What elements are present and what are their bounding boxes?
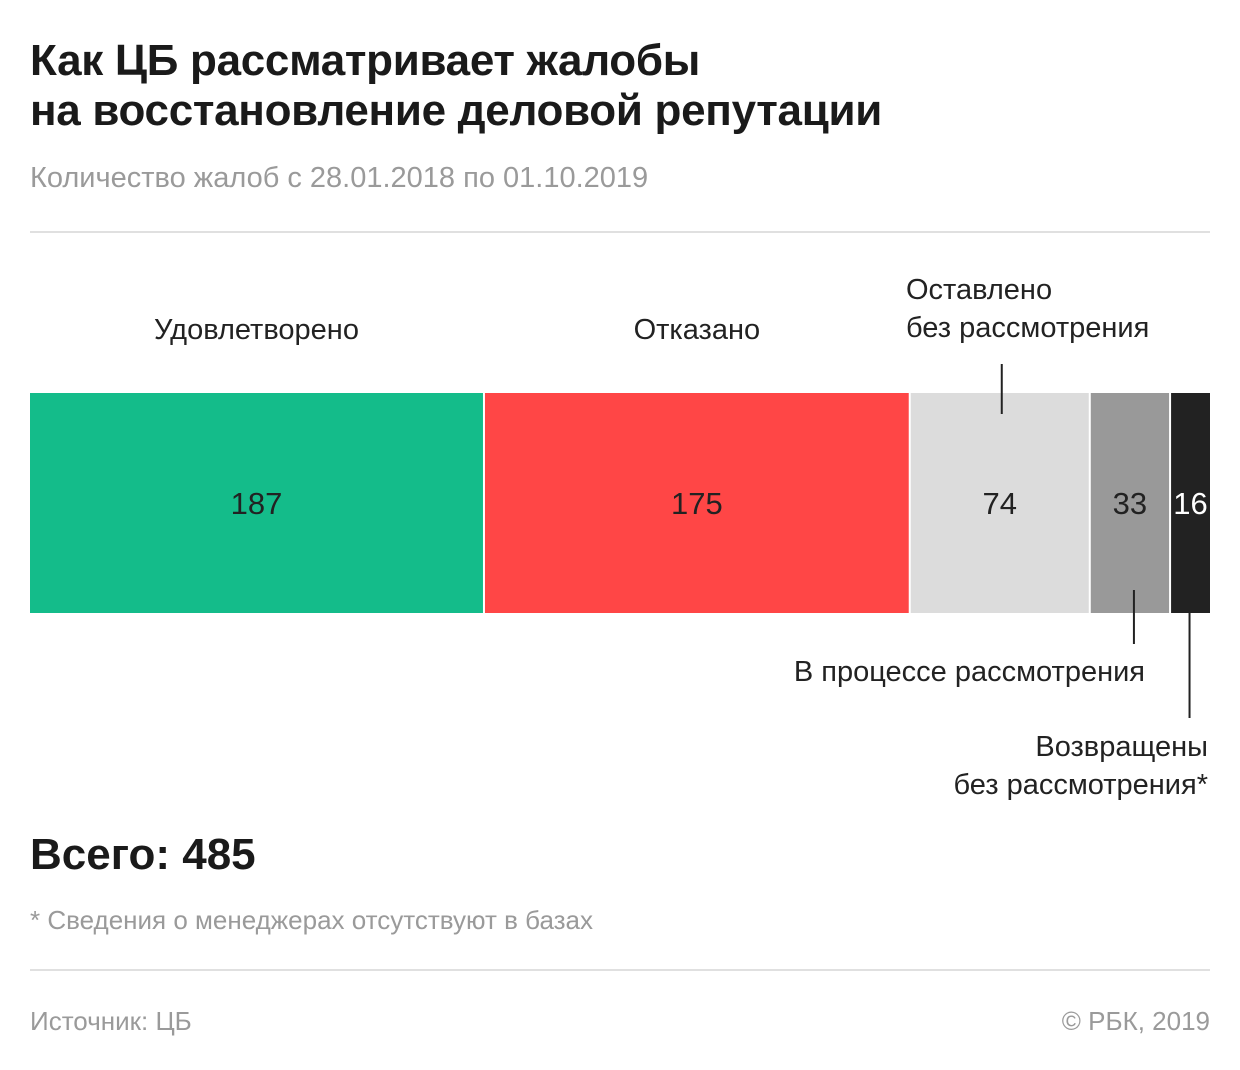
stacked-bar-chart: 187 175 74 33 16 Удовлетворено Отказано Оставле…: [30, 274, 1210, 801]
value-label-2: 175: [671, 486, 723, 521]
bar-segment-4: [1090, 393, 1170, 613]
total-label: Всего:: [30, 830, 170, 879]
bar-segment-2: [484, 393, 909, 613]
bar-segment-1: [30, 393, 483, 613]
category-label-1: Удовлетворено: [154, 314, 359, 346]
chart-title: Как ЦБ рассматривает жалобы на восстанов…: [30, 36, 1210, 136]
value-label-4: 33: [1113, 486, 1147, 521]
value-label-3: 74: [983, 486, 1017, 521]
title-line-1: Как ЦБ рассматривает жалобы: [30, 36, 701, 85]
value-label-1: 187: [231, 486, 283, 521]
chart-subtitle: Количество жалоб с 28.01.2018 по 01.10.2…: [30, 162, 649, 194]
footnote: * Сведения о менеджерах отсутствуют в ба…: [30, 905, 593, 935]
category-label-2: Отказано: [634, 314, 761, 346]
value-label-5: 16: [1173, 486, 1207, 521]
copyright: © РБК, 2019: [1061, 1006, 1210, 1036]
category-label-4: В процессе рассмотрения: [794, 656, 1145, 688]
total-value: 485: [182, 830, 256, 879]
top-divider: [30, 231, 1210, 233]
category-label-3: Оставлено без рассмотрения: [906, 274, 1149, 344]
bar-segment-3: [910, 393, 1089, 613]
title-line-2: на восстановление деловой репутации: [30, 86, 882, 135]
bar-segment-5: [1171, 393, 1210, 613]
source-credit: Источник: ЦБ: [30, 1006, 192, 1036]
total-count: Всего: 485: [30, 830, 256, 880]
bottom-divider: [30, 969, 1210, 971]
category-label-5: Возвращены без рассмотрения*: [953, 731, 1208, 801]
